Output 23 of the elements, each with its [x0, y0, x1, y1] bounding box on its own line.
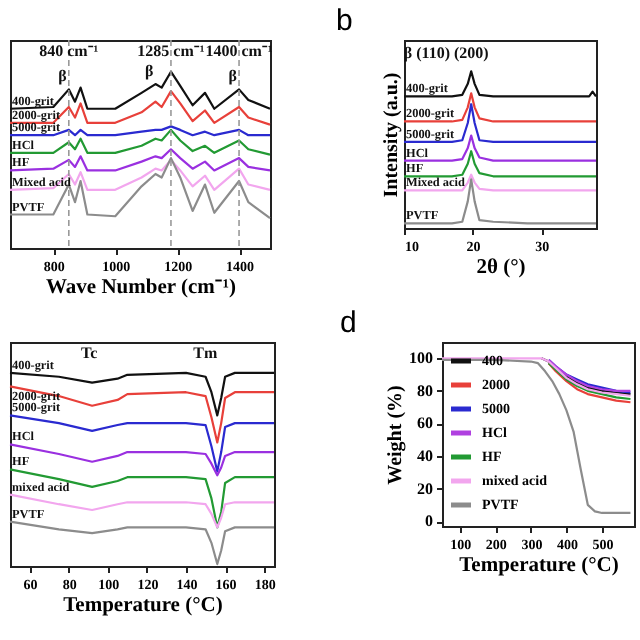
y-tick-label: 20	[417, 479, 433, 498]
y-tick-label: 80	[417, 381, 433, 400]
y-tick-label: 40	[417, 446, 433, 465]
x-axis-title: Temperature (°C)	[63, 595, 224, 617]
y-axis-title: Weight (%)	[385, 385, 407, 485]
line-series	[440, 357, 632, 397]
annotation: β	[145, 62, 154, 81]
text: Tm	[193, 344, 219, 362]
line-series	[440, 358, 632, 515]
y-tick-label: 100	[409, 349, 433, 368]
annotation: β	[58, 67, 67, 86]
x-axis-title: Temperature (°C)	[459, 555, 620, 577]
annotation: β	[228, 67, 238, 86]
x-axis-title: 2θ (°)	[476, 257, 527, 279]
y-axis-title: Intensity (a.u.)	[381, 72, 403, 198]
annotation: 1285 cm⁻¹	[137, 42, 206, 60]
chart-title: d	[340, 306, 357, 340]
y-tick-label: 0	[425, 512, 433, 531]
text: Tc	[81, 344, 99, 362]
x-axis-title: Wave Number (cm⁻¹)	[45, 277, 238, 299]
y-tick-label: 60	[417, 414, 433, 433]
annotation: 840 cm⁻¹	[39, 42, 100, 60]
chart-title: b	[336, 4, 353, 38]
